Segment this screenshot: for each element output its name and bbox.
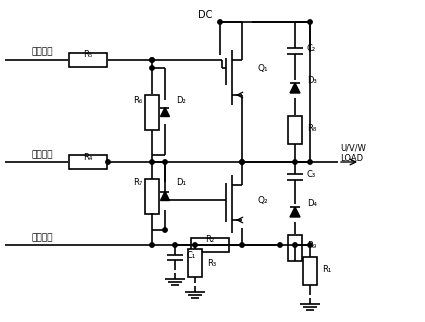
Text: R₁: R₁	[322, 264, 331, 273]
Text: 电流信号: 电流信号	[31, 233, 53, 242]
Text: DC: DC	[198, 10, 212, 20]
Text: D₄: D₄	[307, 200, 317, 209]
Bar	[188, 249, 202, 277]
Circle shape	[218, 20, 222, 24]
Circle shape	[150, 66, 154, 70]
Text: D₂: D₂	[176, 96, 186, 105]
Polygon shape	[290, 207, 300, 217]
Polygon shape	[161, 108, 170, 117]
Text: 驱动信号: 驱动信号	[31, 150, 53, 159]
Text: Q₂: Q₂	[258, 195, 269, 204]
Circle shape	[240, 243, 244, 247]
Circle shape	[150, 58, 154, 62]
Circle shape	[308, 160, 312, 164]
Circle shape	[173, 243, 177, 247]
Circle shape	[193, 243, 197, 247]
Bar	[145, 178, 159, 213]
Text: R₆: R₆	[133, 96, 142, 105]
Circle shape	[106, 160, 110, 164]
Circle shape	[240, 160, 244, 164]
Text: C₁: C₁	[187, 251, 196, 260]
Bar	[191, 238, 229, 252]
Circle shape	[308, 20, 312, 24]
Circle shape	[163, 228, 167, 232]
Bar	[69, 155, 107, 169]
Text: R₂: R₂	[205, 234, 215, 243]
Text: R₇: R₇	[133, 177, 142, 186]
Text: R₈: R₈	[307, 124, 316, 132]
Text: Q₁: Q₁	[258, 63, 269, 72]
Bar	[69, 53, 107, 67]
Bar	[288, 235, 302, 261]
Circle shape	[163, 160, 167, 164]
Circle shape	[150, 243, 154, 247]
Text: C₃: C₃	[307, 169, 316, 178]
Polygon shape	[161, 192, 170, 201]
Bar	[288, 116, 302, 144]
Text: U/V/W: U/V/W	[340, 144, 366, 153]
Text: LOAD: LOAD	[340, 154, 363, 163]
Circle shape	[150, 58, 154, 62]
Circle shape	[293, 243, 297, 247]
Text: R₄: R₄	[83, 153, 93, 162]
Text: 驱动信号: 驱动信号	[31, 48, 53, 56]
Circle shape	[308, 243, 312, 247]
Text: R₅: R₅	[83, 50, 93, 59]
Text: D₃: D₃	[307, 75, 317, 84]
Bar	[145, 94, 159, 129]
Circle shape	[240, 160, 244, 164]
Bar	[303, 257, 317, 285]
Circle shape	[293, 160, 297, 164]
Circle shape	[150, 160, 154, 164]
Polygon shape	[290, 83, 300, 93]
Text: D₁: D₁	[176, 177, 186, 186]
Text: R₉: R₉	[307, 242, 316, 251]
Text: R₃: R₃	[207, 259, 216, 268]
Text: C₂: C₂	[307, 43, 316, 52]
Circle shape	[278, 243, 282, 247]
